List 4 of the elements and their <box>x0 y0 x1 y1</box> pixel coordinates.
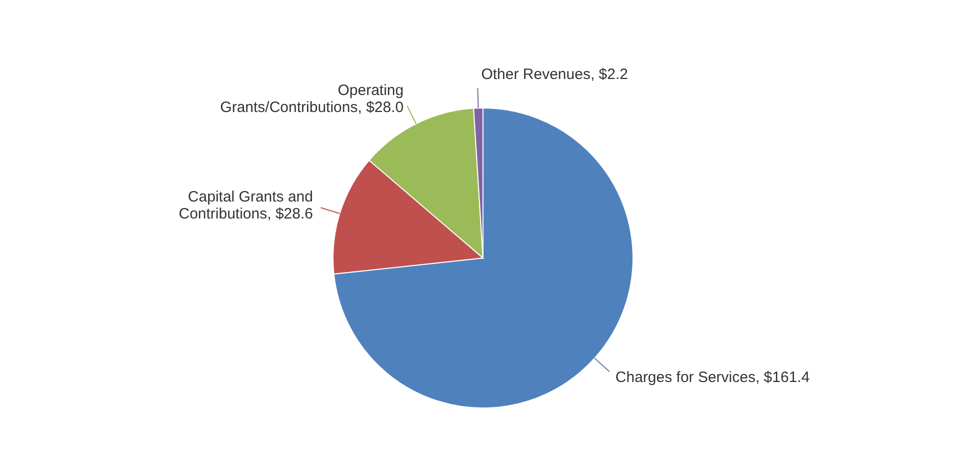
slice-label: Operating Grants/Contributions, $28.0 <box>220 82 404 116</box>
slice-label: Other Revenues, $2.2 <box>481 66 628 83</box>
slice-label: Capital Grants and Contributions, $28.6 <box>178 188 314 222</box>
slice-label: Charges for Services, $161.4 <box>615 368 810 386</box>
